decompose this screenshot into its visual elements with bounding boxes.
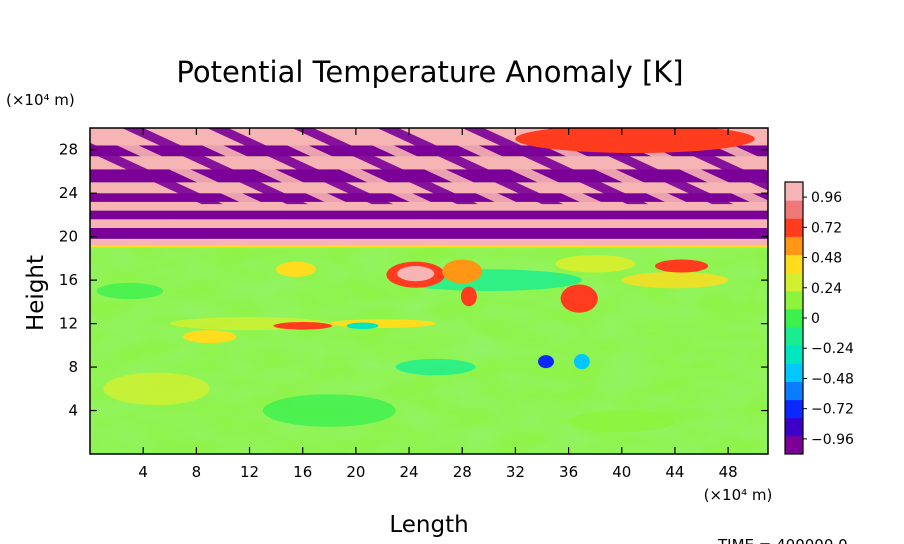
wave-streak bbox=[206, 128, 394, 205]
chart-title: Potential Temperature Anomaly [K] bbox=[176, 55, 683, 89]
wave-streak bbox=[334, 128, 521, 205]
colorbar-tick-label: 0.48 bbox=[811, 251, 842, 267]
field-patch bbox=[395, 358, 476, 376]
x-tick-label: 40 bbox=[612, 463, 631, 481]
colorbar-swatch bbox=[785, 345, 803, 364]
x-tick-label: 4 bbox=[138, 463, 148, 481]
wave-streak bbox=[462, 128, 649, 205]
field-patch bbox=[621, 271, 729, 289]
colorbar-swatch bbox=[785, 308, 803, 328]
anomaly bbox=[538, 355, 554, 369]
wave-streak bbox=[249, 128, 436, 205]
anomaly bbox=[273, 321, 332, 330]
plot-frame bbox=[89, 127, 769, 455]
x-tick-label: 36 bbox=[559, 463, 578, 481]
colorbar-tick-label: −0.72 bbox=[811, 402, 854, 418]
colorbar-tick-label: −0.24 bbox=[811, 341, 854, 357]
anomaly bbox=[460, 286, 477, 307]
temperature-band bbox=[90, 193, 768, 202]
temperature-band bbox=[90, 210, 768, 220]
colorbar-swatch bbox=[785, 290, 803, 310]
temperature-band bbox=[90, 219, 768, 228]
x-tick-label: 16 bbox=[293, 463, 312, 481]
colorbar-swatch bbox=[785, 399, 803, 419]
y-tick-label: 4 bbox=[68, 402, 78, 420]
wave-streak bbox=[419, 128, 606, 205]
y-tick-label: 20 bbox=[59, 228, 78, 246]
temperature-band bbox=[90, 245, 768, 248]
y-axis-label: Height bbox=[23, 255, 49, 331]
temperature-band bbox=[90, 227, 768, 239]
colorbar-tick-label: 0.72 bbox=[811, 220, 842, 236]
x-tick-label: 32 bbox=[506, 463, 525, 481]
colorbar-swatch bbox=[785, 218, 803, 237]
y-tick-label: 28 bbox=[59, 141, 78, 159]
y-unit-label: (×10⁴ m) bbox=[6, 91, 75, 109]
colorbar-tick-label: 0.24 bbox=[811, 281, 842, 297]
heatmap-field bbox=[90, 128, 768, 454]
y-tick-label: 12 bbox=[59, 315, 78, 333]
field-patch bbox=[568, 410, 675, 433]
wave-streak bbox=[90, 128, 266, 205]
x-tick-label: 24 bbox=[400, 463, 419, 481]
y-tick-label: 24 bbox=[59, 184, 78, 202]
field-patch bbox=[103, 372, 210, 406]
colorbar-swatch bbox=[785, 200, 803, 219]
wave-streak bbox=[90, 142, 223, 205]
colorbar-swatch bbox=[785, 417, 803, 437]
x-tick-label: 28 bbox=[453, 463, 472, 481]
x-unit-label: (×10⁴ m) bbox=[704, 486, 773, 504]
y-tick-label: 16 bbox=[59, 271, 78, 289]
colorbar-swatch bbox=[785, 435, 803, 455]
colorbar-tick-label: 0 bbox=[811, 311, 820, 327]
colorbar-swatch bbox=[785, 182, 803, 201]
temperature-band bbox=[90, 201, 768, 211]
anomaly bbox=[276, 261, 317, 277]
x-tick-label: 12 bbox=[240, 463, 259, 481]
wave-streak bbox=[164, 128, 351, 205]
x-tick-label: 44 bbox=[665, 463, 684, 481]
anomaly bbox=[655, 259, 709, 273]
colorbar-tick-label: −0.96 bbox=[811, 432, 854, 448]
y-tick-label: 8 bbox=[68, 358, 78, 376]
colorbar-swatch bbox=[785, 381, 803, 401]
colorbar: 0.96 0.72 0.48 0.24 0 −0.24 −0.48 −0.72 −0.96 bbox=[784, 181, 854, 455]
field-patch bbox=[96, 282, 164, 300]
x-axis-label: Length bbox=[389, 512, 468, 538]
field-patch bbox=[262, 394, 396, 427]
temperature-band bbox=[90, 169, 768, 183]
anomaly bbox=[555, 255, 636, 273]
x-tick-label: 8 bbox=[192, 463, 202, 481]
wave-streak bbox=[377, 128, 564, 205]
colorbar-tick-label: 0.96 bbox=[811, 190, 842, 206]
anomaly bbox=[573, 354, 590, 370]
anomaly bbox=[560, 284, 598, 313]
colorbar-swatch bbox=[785, 254, 803, 274]
anomaly bbox=[397, 266, 435, 282]
time-label: TIME = 400000.0 bbox=[717, 536, 848, 544]
colorbar-swatch bbox=[785, 327, 803, 346]
temperature-band bbox=[90, 238, 768, 248]
anomaly bbox=[329, 319, 436, 328]
anomaly bbox=[442, 259, 483, 284]
colorbar-tick-label: −0.48 bbox=[811, 371, 854, 387]
colorbar-swatch bbox=[785, 363, 803, 382]
anomaly bbox=[515, 128, 755, 153]
colorbar-swatch bbox=[785, 272, 803, 292]
x-tick-label: 20 bbox=[346, 463, 365, 481]
anomaly bbox=[183, 330, 237, 344]
wave-streak bbox=[121, 128, 309, 205]
anomaly bbox=[346, 322, 379, 330]
colorbar-swatch bbox=[785, 236, 803, 256]
x-ticks: 4 8 12 16 20 24 28 32 36 40 44 48 bbox=[138, 128, 738, 481]
wave-streak bbox=[292, 128, 479, 205]
x-tick-label: 48 bbox=[719, 463, 738, 481]
y-ticks: 4 8 12 16 20 24 28 bbox=[59, 141, 768, 420]
